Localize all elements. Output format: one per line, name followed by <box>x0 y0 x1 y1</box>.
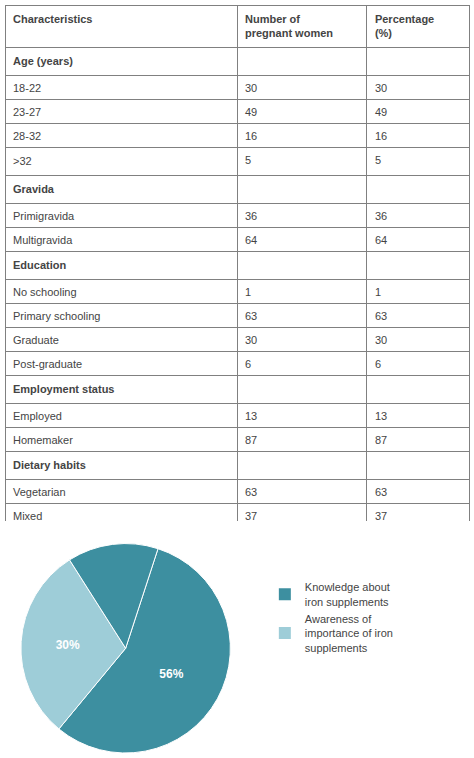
svg-text:No schooling: No schooling <box>13 286 77 298</box>
svg-text:37: 37 <box>245 510 257 521</box>
svg-text:Employed: Employed <box>13 410 62 422</box>
svg-text:Post-graduate: Post-graduate <box>13 358 82 370</box>
svg-text:64: 64 <box>245 234 257 246</box>
svg-text:30%: 30% <box>56 638 80 652</box>
svg-text:36: 36 <box>375 210 387 222</box>
svg-text:18-22: 18-22 <box>13 82 41 94</box>
svg-text:Knowledge aboutiron supplement: Knowledge aboutiron supplements <box>305 581 390 607</box>
svg-text:30: 30 <box>375 82 387 94</box>
svg-text:13: 13 <box>375 410 387 422</box>
svg-text:Homemaker: Homemaker <box>13 434 73 446</box>
svg-text:64: 64 <box>375 234 387 246</box>
svg-text:13: 13 <box>245 410 257 422</box>
svg-text:1: 1 <box>375 286 381 298</box>
svg-text:28-32: 28-32 <box>13 130 41 142</box>
svg-text:5: 5 <box>245 154 251 166</box>
svg-text:37: 37 <box>375 510 387 521</box>
svg-text:Percentage(%): Percentage(%) <box>375 13 434 39</box>
svg-text:Employment status: Employment status <box>13 383 114 395</box>
svg-text:Primigravida: Primigravida <box>13 210 75 222</box>
svg-text:6: 6 <box>245 358 251 370</box>
svg-text:36: 36 <box>245 210 257 222</box>
svg-text:Number ofpregnant women: Number ofpregnant women <box>245 13 333 39</box>
svg-text:>32: >32 <box>13 155 32 167</box>
svg-text:87: 87 <box>245 434 257 446</box>
svg-text:1: 1 <box>245 286 251 298</box>
svg-text:Gravida: Gravida <box>13 183 55 195</box>
svg-text:63: 63 <box>375 486 387 498</box>
svg-text:Vegetarian: Vegetarian <box>13 486 66 498</box>
svg-text:56%: 56% <box>159 667 183 681</box>
svg-text:49: 49 <box>245 106 257 118</box>
svg-text:Awareness ofimportance of iron: Awareness ofimportance of ironsupplement… <box>305 613 393 654</box>
svg-text:Multigravida: Multigravida <box>13 234 73 246</box>
svg-text:Age (years): Age (years) <box>13 55 73 67</box>
svg-text:6: 6 <box>375 358 381 370</box>
svg-text:30: 30 <box>375 334 387 346</box>
svg-text:Mixed: Mixed <box>13 510 42 521</box>
svg-text:16: 16 <box>245 130 257 142</box>
svg-text:Dietary habits: Dietary habits <box>13 459 86 471</box>
svg-text:30: 30 <box>245 82 257 94</box>
svg-text:Education: Education <box>13 259 66 271</box>
svg-text:49: 49 <box>375 106 387 118</box>
svg-text:16: 16 <box>375 130 387 142</box>
svg-text:63: 63 <box>375 310 387 322</box>
svg-text:Characteristics: Characteristics <box>13 13 93 25</box>
svg-text:5: 5 <box>375 154 381 166</box>
svg-text:63: 63 <box>245 310 257 322</box>
svg-text:63: 63 <box>245 486 257 498</box>
svg-text:23-27: 23-27 <box>13 106 41 118</box>
svg-text:Graduate: Graduate <box>13 334 59 346</box>
svg-text:30: 30 <box>245 334 257 346</box>
svg-text:Primary schooling: Primary schooling <box>13 310 100 322</box>
svg-text:87: 87 <box>375 434 387 446</box>
